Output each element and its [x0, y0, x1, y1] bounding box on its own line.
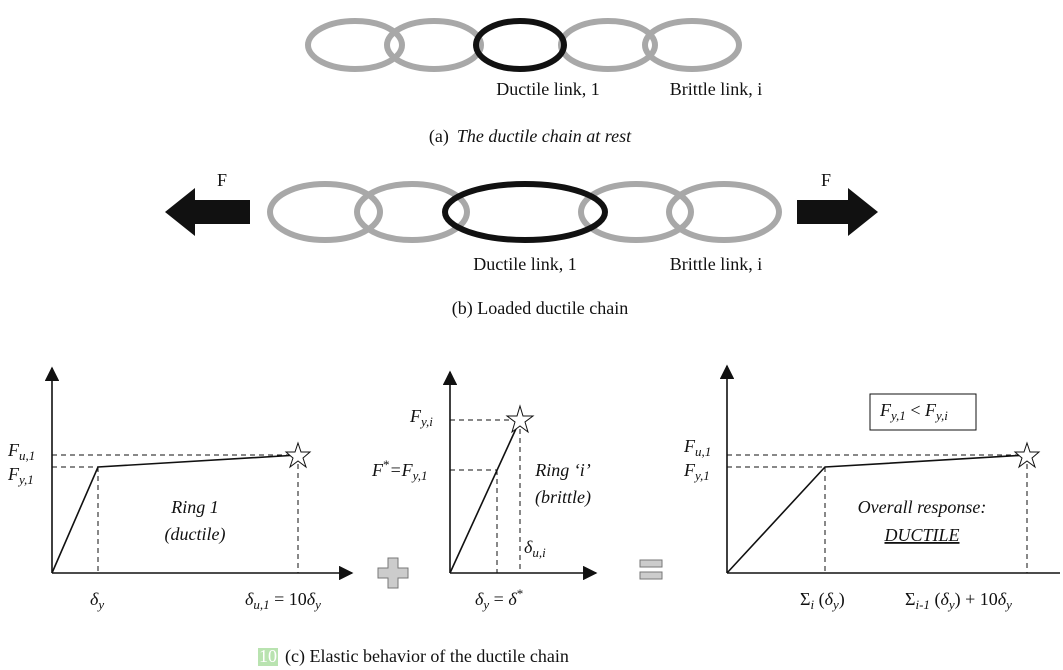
chain-b	[270, 184, 779, 240]
brittle-label: Brittle link, i	[670, 254, 763, 274]
x-label: Σi (δy)	[800, 589, 845, 612]
sub: u,1	[19, 448, 35, 463]
caption-text: The ductile chain at rest	[457, 126, 632, 146]
sup: *	[517, 586, 524, 601]
sub: y,1	[693, 468, 710, 483]
brittle-label: Brittle link, i	[670, 79, 763, 99]
caption-a: (a) The ductile chain at rest	[429, 126, 632, 147]
page: Ductile link, 1 Brittle link, i (a) The d…	[0, 0, 1063, 670]
force-label: F	[217, 170, 227, 190]
x-label: δu,1 = 10δy	[245, 589, 321, 612]
caption-tag: (a)	[429, 126, 449, 147]
y-label: F*=Fy,1	[371, 457, 427, 483]
y-label: Fu,1	[683, 436, 711, 459]
eq: =	[489, 589, 508, 609]
condition: Fy,1 < Fy,i	[879, 400, 948, 423]
caption-c: (c) Elastic behavior of the ductile chai…	[285, 646, 569, 667]
sub: i-1	[915, 597, 929, 612]
y-label: Fy,i	[409, 406, 433, 429]
sub: u,1	[695, 444, 711, 459]
sub: y,1	[17, 472, 34, 487]
ring-label: Ring 1	[170, 497, 219, 517]
sub: y	[96, 597, 104, 612]
force-arrow-right	[797, 188, 878, 236]
x-label: δy = δ*	[475, 586, 523, 612]
sub: y	[1004, 597, 1012, 612]
equals-sign	[640, 560, 662, 579]
response-result: DUCTILE	[883, 525, 959, 545]
plus-sign	[378, 558, 408, 588]
y-label: Fy,1	[7, 464, 34, 487]
sub: y,i	[419, 414, 433, 429]
sub: y	[313, 597, 321, 612]
ring-label: Ring ‘i’	[534, 460, 591, 480]
y-label: Fu,1	[7, 440, 35, 463]
sub: y,1	[411, 468, 428, 483]
sym: =F	[390, 460, 414, 480]
response-label: Overall response:	[858, 497, 987, 517]
chain-a	[308, 21, 739, 69]
sub: u,1	[253, 597, 269, 612]
y-label: Fy,1	[683, 460, 710, 483]
ring-type: (brittle)	[535, 487, 591, 508]
x-label: δu,i	[524, 537, 546, 560]
paren: )	[839, 589, 845, 610]
x-label: δy	[90, 589, 104, 612]
caption-b: (b) Loaded ductile chain	[452, 298, 628, 319]
paren: (	[814, 589, 825, 610]
paren: ) + 10	[955, 589, 998, 610]
sym: Σ	[800, 589, 810, 609]
page-number: 10	[259, 646, 277, 666]
op: <	[906, 400, 925, 420]
sub: y,1	[889, 408, 906, 423]
sym: Σ	[905, 589, 915, 609]
force-arrow-left	[165, 188, 250, 236]
force-label: F	[821, 170, 831, 190]
ductile-label: Ductile link, 1	[496, 79, 599, 99]
eq: = 10	[270, 589, 307, 609]
ductile-label: Ductile link, 1	[473, 254, 576, 274]
ring-type: (ductile)	[165, 524, 226, 545]
figure: Ductile link, 1 Brittle link, i (a) The d…	[0, 0, 1063, 670]
sub: y,i	[934, 408, 948, 423]
paren: (	[930, 589, 941, 610]
x-label: Σi-1 (δy) + 10δy	[905, 589, 1012, 612]
sub: u,i	[532, 545, 546, 560]
